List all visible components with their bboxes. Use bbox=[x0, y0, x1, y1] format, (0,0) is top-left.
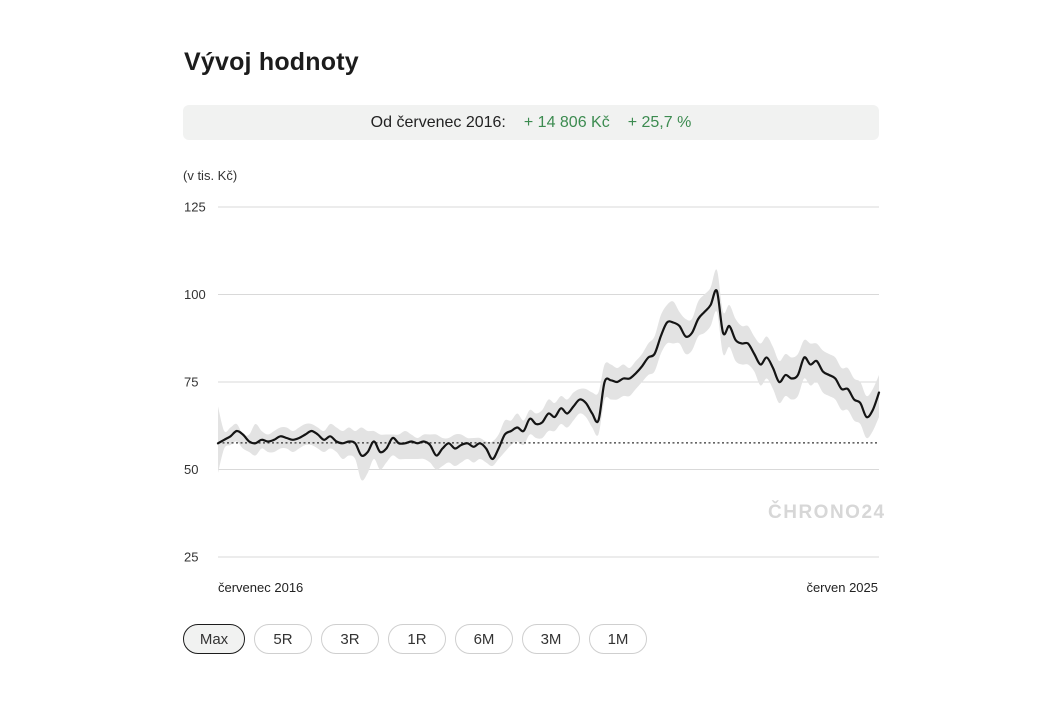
y-tick-label-50: 50 bbox=[184, 462, 198, 477]
x-axis-start-label: červenec 2016 bbox=[218, 580, 304, 595]
y-tick-label-100: 100 bbox=[184, 287, 206, 302]
range-button-3m[interactable]: 3M bbox=[522, 624, 580, 654]
y-tick-label-125: 125 bbox=[184, 200, 206, 215]
range-button-6m[interactable]: 6M bbox=[455, 624, 513, 654]
range-button-1m[interactable]: 1M bbox=[589, 624, 647, 654]
x-axis-end-label: červen 2025 bbox=[806, 580, 878, 595]
change-summary-bar: Od červenec 2016: + 14 806 Kč + 25,7 % bbox=[183, 105, 879, 140]
y-tick-label-25: 25 bbox=[184, 550, 198, 565]
range-button-1r[interactable]: 1R bbox=[388, 624, 446, 654]
range-button-max[interactable]: Max bbox=[183, 624, 245, 654]
summary-label: Od červenec 2016: bbox=[370, 113, 506, 131]
y-tick-label-75: 75 bbox=[184, 375, 198, 390]
summary-abs-change: + 14 806 Kč bbox=[523, 113, 610, 131]
page-title: Vývoj hodnoty bbox=[184, 48, 359, 76]
time-range-selector: Max 5R 3R 1R 6M 3M 1M bbox=[183, 624, 647, 654]
value-range-band bbox=[218, 269, 879, 481]
summary-pct-change: + 25,7 % bbox=[627, 113, 692, 131]
chrono24-watermark-logo: ČHRONO24 bbox=[768, 502, 886, 523]
range-button-5r[interactable]: 5R bbox=[254, 624, 312, 654]
value-series-line bbox=[216, 289, 881, 461]
y-axis-unit-label: (v tis. Kč) bbox=[183, 168, 238, 183]
range-button-3r[interactable]: 3R bbox=[321, 624, 379, 654]
